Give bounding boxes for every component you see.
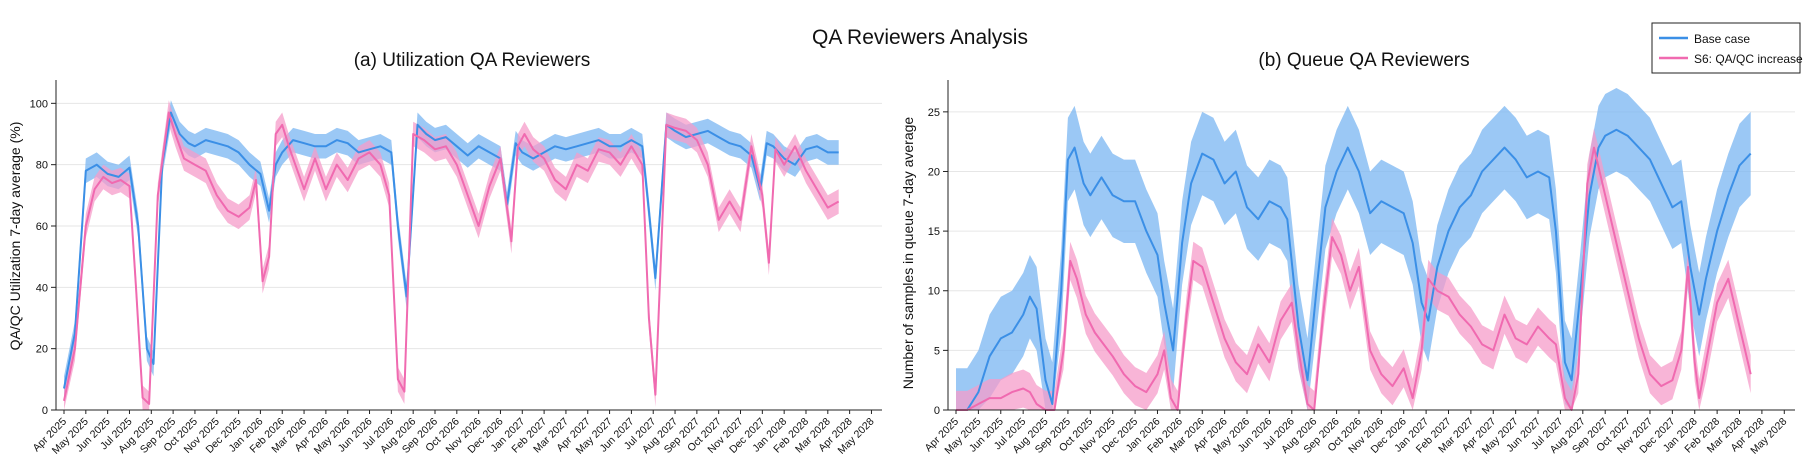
legend-label-s6: S6: QA/QC increase — [1694, 52, 1803, 66]
utilization-y-tick-label: 100 — [30, 98, 48, 110]
utilization-y-tick-label: 80 — [36, 160, 48, 172]
utilization-chart-title: (a) Utilization QA Reviewers — [354, 50, 591, 71]
queue-y-tick-label: 15 — [928, 226, 940, 238]
queue-y-tick-label: 5 — [934, 345, 940, 357]
queue-y-tick-label: 10 — [928, 286, 940, 298]
queue-y-tick-label: 25 — [928, 107, 940, 119]
queue-band-base-case — [956, 88, 1751, 410]
figure-title: QA Reviewers Analysis — [812, 26, 1028, 49]
utilization-y-axis-label: QA/QC Utilization 7-day average (%) — [7, 122, 23, 351]
utilization-y-tick-label: 40 — [36, 282, 48, 294]
queue-line-base-case — [956, 128, 1752, 411]
utilization-y-tick-label: 0 — [42, 405, 48, 417]
queue-line-s6 — [956, 146, 1752, 411]
utilization-line-base-case — [63, 111, 839, 389]
queue-y-tick-label: 0 — [934, 405, 940, 417]
utilization-panel: (a) Utilization QA Reviewers QA/QC Utili… — [7, 50, 882, 457]
queue-chart-title: (b) Queue QA Reviewers — [1258, 50, 1469, 71]
utilization-line-s6 — [63, 111, 840, 405]
legend-box — [1651, 22, 1801, 74]
utilization-y-tick-label: 60 — [36, 221, 48, 233]
queue-y-axis-label: Number of samples in queue 7-day average — [900, 117, 916, 390]
legend-label-base-case: Base case — [1694, 32, 1750, 46]
queue-y-tick-label: 20 — [928, 166, 940, 178]
utilization-y-tick-label: 20 — [36, 344, 48, 356]
queue-panel: (b) Queue QA Reviewers Number of samples… — [900, 50, 1795, 457]
legend: Base case S6: QA/QC increase — [1651, 22, 1803, 74]
